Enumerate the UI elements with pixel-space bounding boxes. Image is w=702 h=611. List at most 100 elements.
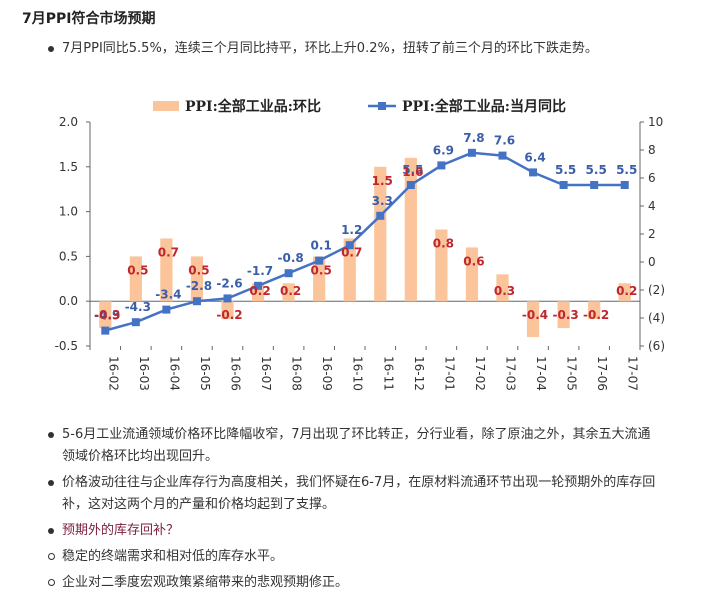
bar-data-label: 0.2 <box>280 284 301 298</box>
data-labels: -4.9 -4.3 -3.4 -2.8 -2.6 -1.7 -0.8 0.1 1.2 3.3 5.5… <box>94 131 637 323</box>
x-tick-label: 17-01 <box>442 356 456 391</box>
x-tick-label: 16-11 <box>381 356 395 391</box>
bar <box>588 301 601 320</box>
x-tick-label: 17-07 <box>626 356 640 391</box>
line-point <box>223 294 232 303</box>
section-heading: 7月PPI符合市场预期 <box>22 11 156 27</box>
line-point <box>620 181 629 189</box>
bar-series <box>99 157 631 338</box>
intro-bullet: 7月PPI同比5.5%，连续三个月同比持平，环比上升0.2%，扭转了前三个月的环… <box>48 38 598 60</box>
line-data-label: -4.3 <box>125 300 151 314</box>
bar <box>190 256 204 302</box>
line-data-label: 3.3 <box>372 194 393 208</box>
line-data-label: 5.5 <box>402 163 423 177</box>
line-point <box>437 161 446 170</box>
bar-data-label: 0.2 <box>616 284 637 298</box>
line-data-label: -4.9 <box>94 309 120 323</box>
bar-data-label: 0.8 <box>433 237 454 251</box>
legend-bar-swatch <box>153 101 179 111</box>
sub-bullet-1: 稳定的终端需求和相对低的库存水平。 <box>48 546 283 568</box>
ppi-chart: PPI:全部工业品:环比 PPI:全部工业品:当月同比 -0.5 0.0 0.5 1.0… <box>55 98 665 391</box>
line-data-label: 7.6 <box>494 134 515 148</box>
bar-data-label: 0.7 <box>341 245 362 259</box>
bullet-1-line-1: 5-6月工业流通领域价格环比降幅收窄，7月出现了环比转正，分行业看，除了原油之外… <box>62 427 651 442</box>
line-data-label: -1.7 <box>247 264 273 278</box>
x-tick-label: 16-06 <box>229 356 243 391</box>
line-point <box>559 181 568 189</box>
bar-data-label: 0.5 <box>188 263 209 277</box>
x-tick-label: 17-06 <box>595 356 609 391</box>
line-data-label: 7.8 <box>463 131 484 145</box>
line-point <box>162 305 171 314</box>
series-line <box>104 151 625 332</box>
right-tick-label: (2) <box>648 283 665 297</box>
right-tick-label: 8 <box>648 143 656 157</box>
line-point <box>315 256 324 265</box>
x-tick-label: 16-02 <box>106 356 120 391</box>
line-data-label: 5.5 <box>616 163 637 177</box>
bullet-1: 5-6月工业流通领域价格环比降幅收窄，7月出现了环比转正，分行业看，除了原油之外… <box>48 424 651 468</box>
line-point <box>101 326 110 335</box>
bullet-dot-icon <box>48 528 54 534</box>
line-data-label: -2.8 <box>186 279 212 293</box>
line-point <box>406 181 415 189</box>
bar <box>618 283 631 302</box>
bar <box>526 301 540 338</box>
left-tick-label: 1.5 <box>59 160 78 174</box>
x-tick-label: 16-05 <box>198 356 212 391</box>
line-point <box>529 168 538 177</box>
line-point <box>467 148 476 157</box>
x-tick-label: 16-03 <box>137 356 151 391</box>
right-tick-label: 4 <box>648 199 656 213</box>
bar-data-label: 0.3 <box>494 284 515 298</box>
x-tick-label: 16-08 <box>290 356 304 391</box>
bar-data-label: -0.2 <box>216 308 242 322</box>
bar <box>435 229 448 302</box>
bullet-2-line-2: 补，这对这两个月的产量和价格均起到了支撑。 <box>62 497 336 512</box>
x-tick-label: 17-02 <box>473 356 487 391</box>
intro-text: 7月PPI同比5.5%，连续三个月同比持平，环比上升0.2%，扭转了前三个月的环… <box>62 41 598 56</box>
sub-bullet-2: 企业对二季度宏观政策紧缩带来的悲观预期修正。 <box>48 572 348 594</box>
bar-data-label: 0.2 <box>249 284 270 298</box>
bar-data-label: -0.4 <box>522 308 548 322</box>
chart-legend: PPI:全部工业品:环比 PPI:全部工业品:当月同比 <box>153 98 566 115</box>
x-tick-label: 16-12 <box>412 356 426 391</box>
bar <box>129 256 142 302</box>
bar-data-label: 0.5 <box>311 263 332 277</box>
line-data-label: 6.9 <box>433 143 454 157</box>
x-tick-label: 17-03 <box>504 356 518 391</box>
question-bullet: 预期外的库存回补？ <box>48 520 180 542</box>
line-data-label: -3.4 <box>155 288 181 302</box>
bar <box>496 274 509 302</box>
bar <box>404 157 417 302</box>
right-tick-label: (4) <box>648 311 665 325</box>
bar <box>374 166 387 302</box>
x-tick-label: 16-10 <box>351 356 365 391</box>
bullet-dot-icon <box>48 480 54 486</box>
left-tick-label: -0.5 <box>55 339 78 353</box>
line-data-label: 5.5 <box>555 163 576 177</box>
left-tick-label: 1.0 <box>59 205 78 219</box>
question-text: 预期外的库存回补？ <box>62 523 180 538</box>
bar <box>465 247 479 302</box>
bar-data-label: 1.6 <box>402 165 423 179</box>
line-data-label: 1.2 <box>341 223 362 237</box>
x-tick-label: 17-04 <box>534 356 548 391</box>
bullet-ring-icon <box>48 553 55 560</box>
bar-data-label: -0.3 <box>94 308 120 322</box>
right-tick-label: 10 <box>648 115 663 129</box>
bullet-dot-icon <box>48 46 54 52</box>
line-point <box>376 211 385 220</box>
bar-data-label: 0.7 <box>158 245 179 259</box>
bullet-2-line-1: 价格波动往往与企业库存行为高度相关，我们怀疑在6-7月，在原材料流通环节出现一轮… <box>62 475 656 490</box>
bullet-dot-icon <box>48 432 54 438</box>
bar-data-label: 1.5 <box>372 174 393 188</box>
bar <box>221 301 234 320</box>
line-point <box>192 297 201 306</box>
bar <box>343 238 356 302</box>
line-point <box>590 181 599 189</box>
bar-data-label: 0.6 <box>463 254 484 268</box>
bar <box>99 301 112 329</box>
left-tick-label: 0.0 <box>59 294 78 308</box>
right-tick-label: 0 <box>648 255 656 269</box>
